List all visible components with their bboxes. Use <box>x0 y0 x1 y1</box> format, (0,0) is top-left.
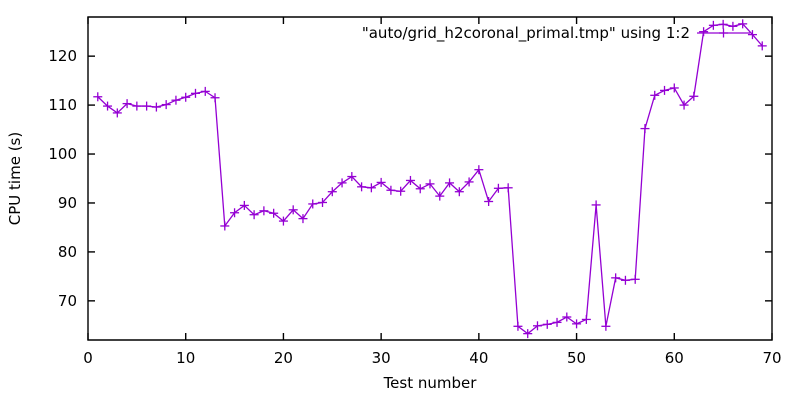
data-point-marker <box>542 319 552 329</box>
data-series-group <box>93 19 767 339</box>
data-point-marker <box>601 321 611 331</box>
data-point-marker <box>93 92 103 102</box>
data-point-marker <box>572 319 582 329</box>
x-tick-label: 10 <box>176 349 195 367</box>
y-tick-label: 120 <box>48 47 77 65</box>
data-point-marker <box>181 92 191 102</box>
data-point-marker <box>484 197 494 207</box>
data-point-marker <box>386 185 396 195</box>
data-point-marker <box>210 93 220 103</box>
data-point-marker <box>630 274 640 284</box>
x-axis-ticks: 0 10 20 30 40 50 60 70 <box>83 17 782 367</box>
legend-sample-marker <box>719 28 728 38</box>
data-point-marker <box>532 321 542 331</box>
data-point-marker <box>415 184 425 194</box>
y-tick-label: 90 <box>58 194 77 212</box>
y-tick-label: 110 <box>48 96 77 114</box>
y-axis-title: CPU time (s) <box>6 132 24 225</box>
legend-entry-label: "auto/grid_h2coronal_primal.tmp" using 1… <box>362 24 690 43</box>
data-point-marker <box>112 108 122 118</box>
data-point-marker <box>454 187 464 197</box>
data-point-marker <box>151 102 161 112</box>
x-tick-label: 40 <box>469 349 488 367</box>
data-point-marker <box>357 182 367 192</box>
data-point-marker <box>347 172 357 182</box>
data-point-marker <box>337 178 347 188</box>
legend: "auto/grid_h2coronal_primal.tmp" using 1… <box>362 24 750 43</box>
data-point-marker <box>142 101 152 111</box>
data-point-marker <box>689 91 699 101</box>
data-point-marker <box>161 100 171 110</box>
data-point-marker <box>464 177 474 187</box>
data-point-marker <box>190 88 200 98</box>
data-point-marker <box>200 86 210 96</box>
data-point-marker <box>327 187 337 197</box>
data-point-marker <box>435 191 445 201</box>
data-point-marker <box>581 314 591 324</box>
data-point-marker <box>318 197 328 207</box>
data-point-marker <box>718 19 728 29</box>
data-point-marker <box>249 210 259 220</box>
data-point-marker <box>132 101 142 111</box>
y-tick-label: 100 <box>48 145 77 163</box>
data-point-marker <box>738 19 748 29</box>
data-point-marker <box>493 183 503 193</box>
data-point-marker <box>640 124 650 134</box>
data-point-marker <box>552 317 562 327</box>
x-tick-label: 60 <box>665 349 684 367</box>
data-point-marker <box>239 200 249 210</box>
data-point-marker <box>562 312 572 322</box>
data-point-marker <box>103 101 113 111</box>
data-point-marker <box>259 206 269 216</box>
data-point-marker <box>376 177 386 187</box>
data-point-marker <box>220 221 230 231</box>
data-point-marker <box>230 208 240 218</box>
data-point-marker <box>445 178 455 188</box>
data-point-marker <box>288 205 298 215</box>
x-tick-label: 0 <box>83 349 93 367</box>
x-tick-label: 30 <box>372 349 391 367</box>
data-point-marker <box>513 321 523 331</box>
data-point-marker <box>425 179 435 189</box>
data-point-marker <box>503 183 513 193</box>
data-point-marker <box>405 175 415 185</box>
y-axis-ticks: 70 80 90 100 110 120 <box>48 47 772 310</box>
data-point-marker <box>523 329 533 339</box>
data-point-marker <box>747 30 757 40</box>
y-tick-label: 70 <box>58 292 77 310</box>
data-point-marker <box>708 20 718 30</box>
data-point-marker <box>308 199 318 209</box>
x-tick-label: 50 <box>567 349 586 367</box>
data-point-marker <box>669 83 679 93</box>
data-point-marker <box>660 85 670 95</box>
data-point-marker <box>269 208 279 218</box>
data-point-marker <box>474 165 484 175</box>
data-point-marker <box>611 273 621 283</box>
data-point-marker <box>366 183 376 193</box>
data-point-marker <box>679 100 689 110</box>
x-tick-label: 20 <box>274 349 293 367</box>
y-tick-label: 80 <box>58 243 77 261</box>
data-point-marker <box>278 216 288 226</box>
data-point-marker <box>757 41 767 51</box>
data-point-marker <box>699 27 709 37</box>
data-point-marker <box>591 200 601 210</box>
x-tick-label: 70 <box>762 349 781 367</box>
data-point-marker <box>171 95 181 105</box>
data-point-marker <box>396 186 406 196</box>
data-point-marker <box>122 99 132 109</box>
data-point-marker <box>298 214 308 224</box>
data-point-marker <box>620 275 630 285</box>
data-point-marker <box>650 90 660 100</box>
x-axis-title: Test number <box>383 374 478 392</box>
data-point-marker <box>728 21 738 31</box>
